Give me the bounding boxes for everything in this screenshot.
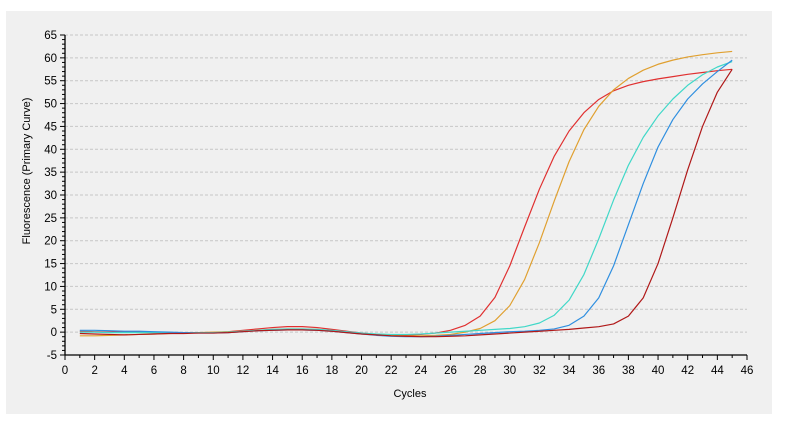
x-tick-label: 42: [681, 365, 694, 377]
y-tick-label: 15: [44, 259, 57, 271]
x-tick-label: 46: [741, 365, 754, 377]
x-tick-label: 36: [592, 365, 605, 377]
x-tick-label: 20: [355, 365, 368, 377]
chart-panel: -5 0 5 10 15 20 25 30 35 40 45 50 55 60 65 0 2 4 6 8 10 12 14 1…: [6, 11, 772, 414]
y-tick-label: 60: [44, 53, 57, 65]
y-tick-label: 65: [44, 30, 57, 42]
x-tick-label: 4: [121, 365, 128, 377]
x-tick-label: 6: [151, 365, 157, 377]
x-tick-label: 2: [91, 365, 97, 377]
y-axis-label: Fluorescence (Primary Curve): [21, 98, 33, 245]
y-tick-label: 40: [44, 144, 57, 156]
y-tick-label: 55: [44, 76, 57, 88]
x-tick-label: 38: [622, 365, 635, 377]
x-tick-label: 8: [180, 365, 186, 377]
series-line-1: [79, 68, 733, 336]
x-tick-label: 28: [474, 365, 487, 377]
series-lines: [79, 50, 733, 338]
x-tick-label: 34: [563, 365, 576, 377]
gridlines: [65, 34, 747, 333]
series-line-5: [79, 68, 733, 338]
y-tick-label: 45: [44, 121, 57, 133]
x-tick-label: 22: [385, 365, 398, 377]
x-axis-label: Cycles: [393, 388, 427, 400]
x-tick-label: 10: [207, 365, 220, 377]
y-tick-label: 20: [44, 236, 57, 248]
series-line-2: [79, 50, 733, 337]
series-line-4: [79, 59, 733, 338]
series-line-3: [79, 60, 733, 336]
x-tick-label: 30: [503, 365, 516, 377]
y-tick-label: 25: [44, 213, 57, 225]
x-tick-label: 0: [62, 365, 68, 377]
y-tick-label: 5: [51, 304, 57, 316]
x-tick-label: 16: [296, 365, 309, 377]
x-tick-label: 12: [237, 365, 250, 377]
x-tick-label: 14: [266, 365, 279, 377]
y-tick-label: -5: [47, 350, 57, 362]
y-tick-label: 10: [44, 281, 57, 293]
y-tick-label: 30: [44, 190, 57, 202]
y-tick-label: 50: [44, 99, 57, 111]
x-tick-label: 18: [325, 365, 338, 377]
x-tick-label: 40: [652, 365, 665, 377]
y-tick-label: 0: [51, 327, 57, 339]
x-tick-label: 32: [533, 365, 546, 377]
y-tick-label: 35: [44, 167, 57, 179]
x-tick-label: 26: [444, 365, 457, 377]
x-tick-label: 44: [711, 365, 724, 377]
x-tick-label: 24: [414, 365, 427, 377]
